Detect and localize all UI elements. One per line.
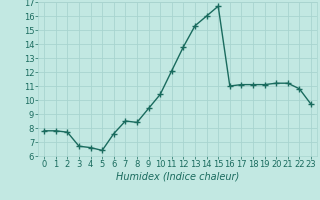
X-axis label: Humidex (Indice chaleur): Humidex (Indice chaleur) [116,172,239,182]
